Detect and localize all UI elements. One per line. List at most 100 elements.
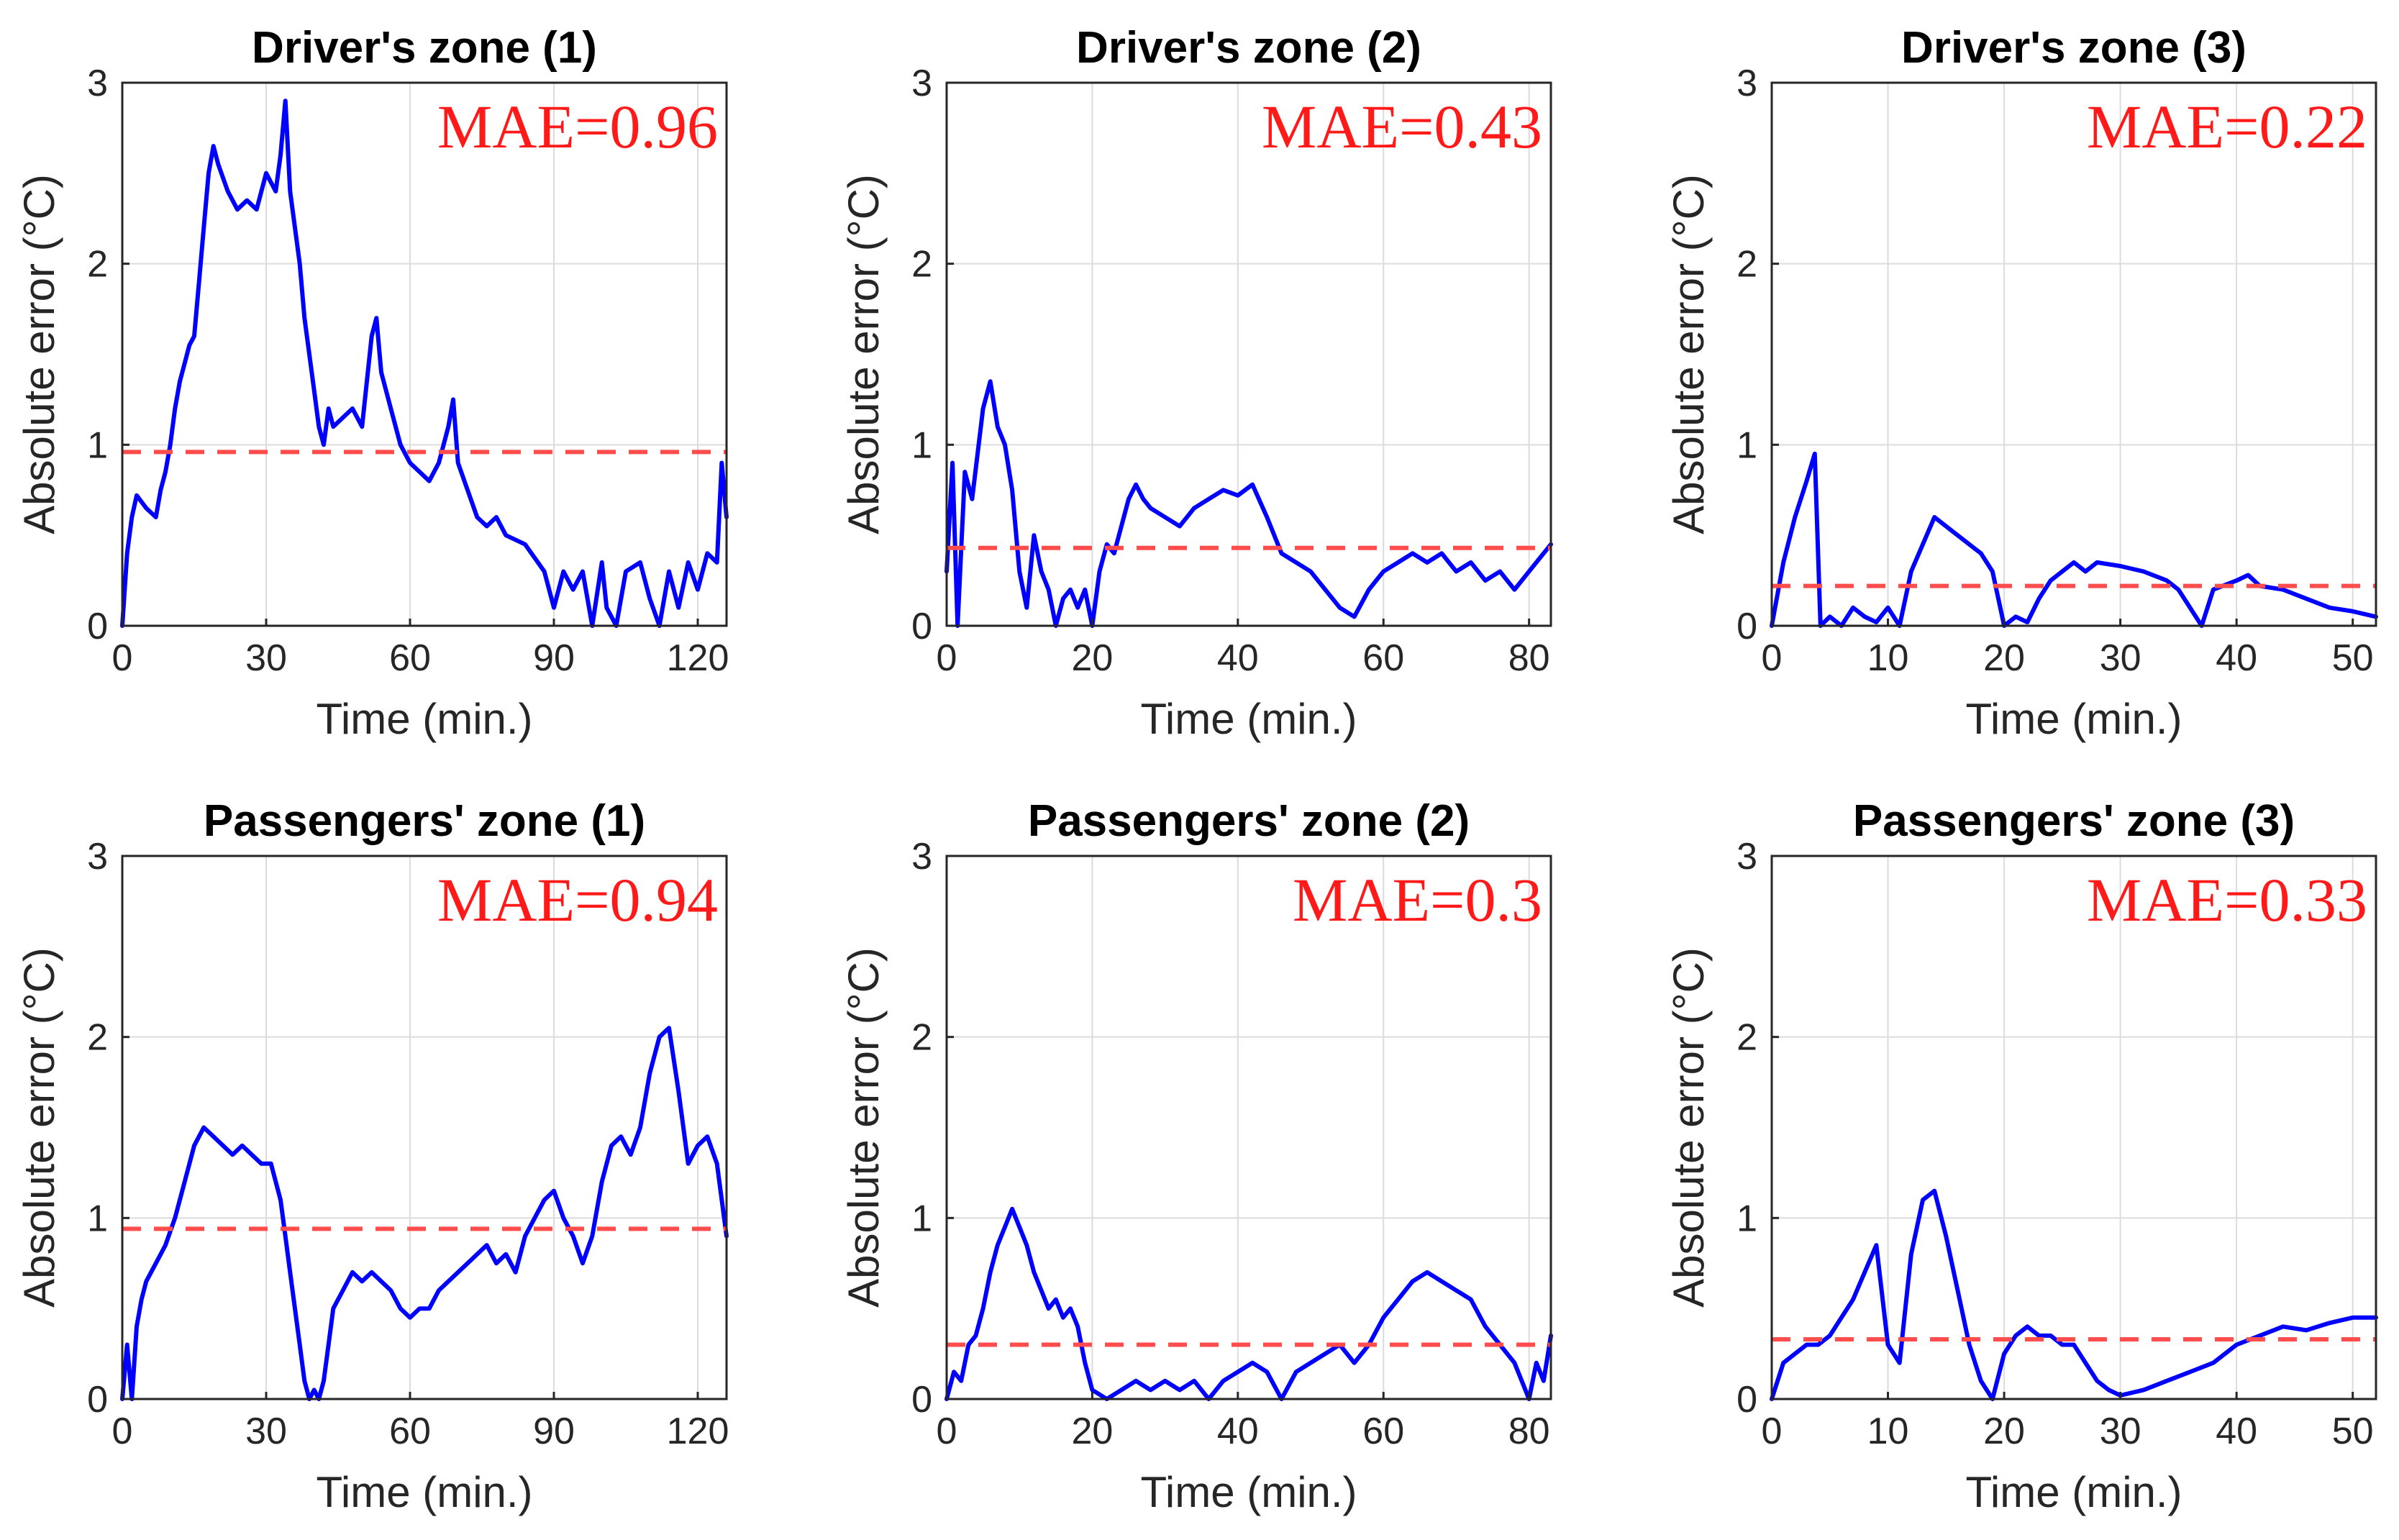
x-tick-label: 80 (1508, 1411, 1550, 1452)
x-tick-label: 0 (112, 637, 133, 679)
y-tick-label: 3 (911, 63, 932, 104)
x-tick-label: 0 (112, 1411, 133, 1452)
subplot-6: 0 10 20 30 40 50 0 1 2 3 Passengers' zone (3) Time … (1665, 796, 2378, 1516)
subplot-1: 0 30 60 90 120 0 1 2 3 Driver's zone (1) Time (min… (15, 23, 729, 743)
y-tick-label: 0 (911, 606, 932, 647)
mae-annotation: MAE=0.3 (1293, 865, 1542, 934)
y-tick-label: 3 (87, 836, 108, 878)
y-tick-label: 2 (1736, 244, 1757, 286)
x-tick-label: 60 (389, 637, 431, 679)
y-axis-label: Absolute error (°C) (1665, 947, 1713, 1308)
x-tick-label: 60 (389, 1411, 431, 1452)
y-tick-label: 3 (1736, 836, 1757, 878)
x-tick-label: 30 (245, 637, 287, 679)
subplot-title: Driver's zone (2) (1076, 23, 1421, 73)
x-axis-label: Time (min.) (1140, 695, 1357, 743)
x-tick-label: 20 (1071, 637, 1113, 679)
y-tick-label: 2 (87, 244, 108, 286)
y-tick-label: 1 (87, 1198, 108, 1239)
error-series-line (1770, 451, 2378, 628)
x-tick-label: 60 (1362, 1411, 1404, 1452)
y-tick-label: 2 (87, 1017, 108, 1059)
mae-annotation: MAE=0.96 (437, 92, 718, 161)
error-series-line (120, 1026, 729, 1401)
plot-area (122, 83, 727, 626)
mae-annotation: MAE=0.22 (2087, 92, 2367, 161)
x-tick-label: 30 (245, 1411, 287, 1452)
subplot-4: 0 30 60 90 120 0 1 2 3 Passengers' zone (1) Time (… (15, 796, 729, 1516)
x-tick-label: 40 (2216, 1411, 2257, 1452)
y-tick-label: 1 (1736, 424, 1757, 466)
mae-annotation: MAE=0.33 (2087, 865, 2367, 934)
axes-box (945, 855, 1552, 1400)
x-tick-label: 30 (2100, 1411, 2141, 1452)
subplot-3: 0 10 20 30 40 50 0 1 2 3 Driver's zone (3) Time (mi… (1665, 23, 2378, 743)
x-tick-label: 40 (1217, 637, 1259, 679)
x-axis-label: Time (min.) (1965, 695, 2182, 743)
plot-area (1772, 856, 2376, 1399)
subplot-5: 0 20 40 60 80 0 1 2 3 Passengers' zone (2) Time (m… (839, 796, 1553, 1516)
x-tick-label: 40 (1217, 1411, 1259, 1452)
x-tick-label: 120 (667, 1411, 729, 1452)
x-tick-label: 0 (1762, 1411, 1783, 1452)
subplot-title: Driver's zone (1) (252, 23, 597, 73)
x-axis-label: Time (min.) (1965, 1468, 2182, 1516)
axes-box (121, 81, 728, 627)
y-tick-label: 1 (911, 424, 932, 466)
axes-box (1770, 855, 2377, 1400)
y-tick-label: 3 (911, 836, 932, 878)
error-series-line (120, 99, 729, 628)
y-tick-label: 2 (911, 244, 932, 286)
x-tick-label: 0 (937, 637, 957, 679)
mae-annotation: MAE=0.94 (437, 865, 718, 934)
x-axis-label: Time (min.) (1140, 1468, 1357, 1516)
error-series-line (1770, 1188, 2378, 1401)
x-tick-label: 120 (667, 637, 729, 679)
x-tick-label: 60 (1362, 637, 1404, 679)
x-tick-label: 80 (1508, 637, 1550, 679)
y-tick-label: 3 (87, 63, 108, 104)
subplot-title: Passengers' zone (1) (204, 796, 645, 846)
x-tick-label: 30 (2100, 637, 2141, 679)
x-tick-label: 20 (1071, 1411, 1113, 1452)
y-tick-label: 1 (87, 424, 108, 466)
plot-area (947, 856, 1551, 1399)
mae-annotation: MAE=0.43 (1262, 92, 1542, 161)
x-tick-label: 50 (2332, 1411, 2374, 1452)
subplot-title: Passengers' zone (3) (1853, 796, 2295, 846)
y-axis-label: Absolute error (°C) (1665, 174, 1713, 534)
y-tick-label: 2 (1736, 1017, 1757, 1059)
x-tick-label: 0 (937, 1411, 957, 1452)
x-tick-label: 90 (533, 1411, 575, 1452)
y-tick-label: 1 (911, 1198, 932, 1239)
y-tick-label: 0 (87, 1379, 108, 1421)
x-tick-label: 40 (2216, 637, 2257, 679)
y-axis-label: Absolute error (°C) (15, 174, 63, 534)
error-series-line (944, 1206, 1553, 1401)
x-tick-label: 20 (1983, 637, 2025, 679)
x-tick-label: 90 (533, 637, 575, 679)
axes-box (1770, 81, 2377, 627)
y-axis-label: Absolute error (°C) (839, 174, 888, 534)
error-series-line (944, 379, 1553, 628)
y-tick-label: 1 (1736, 1198, 1757, 1239)
x-tick-label: 50 (2332, 637, 2374, 679)
axes-box (945, 81, 1552, 627)
x-axis-label: Time (min.) (316, 695, 532, 743)
y-tick-label: 3 (1736, 63, 1757, 104)
x-tick-label: 10 (1867, 637, 1909, 679)
plot-area (1772, 83, 2376, 626)
x-axis-label: Time (min.) (316, 1468, 532, 1516)
y-axis-label: Absolute error (°C) (15, 947, 63, 1308)
x-tick-label: 20 (1983, 1411, 2025, 1452)
x-tick-label: 10 (1867, 1411, 1909, 1452)
axes-box (121, 855, 728, 1400)
y-tick-label: 0 (1736, 1379, 1757, 1421)
y-tick-label: 0 (911, 1379, 932, 1421)
y-tick-label: 2 (911, 1017, 932, 1059)
plot-area (122, 856, 727, 1399)
y-tick-label: 0 (1736, 606, 1757, 647)
y-axis-label: Absolute error (°C) (839, 947, 888, 1308)
subplot-title: Passengers' zone (2) (1028, 796, 1470, 846)
